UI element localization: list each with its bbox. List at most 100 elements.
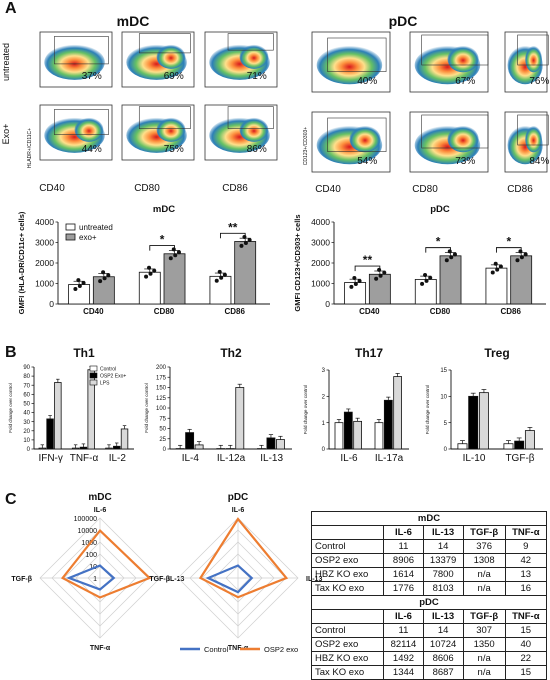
table-cell: n/a	[463, 568, 505, 582]
data-point	[242, 235, 246, 239]
table-row-label: Tax KO exo	[312, 666, 384, 680]
gate-percent: 67%	[455, 76, 475, 87]
x-tick-label: CD86	[500, 307, 521, 316]
x-tick-label: CD86	[224, 307, 245, 316]
table-col-il13: IL-13	[423, 610, 463, 624]
legend-label: Control	[100, 367, 116, 373]
chart-title: Th2	[220, 346, 242, 360]
data-point	[428, 276, 432, 280]
data-point	[82, 281, 86, 285]
y-tick-label: 2	[322, 394, 326, 400]
y-tick-label: 3000	[311, 237, 330, 247]
table-cell: n/a	[463, 582, 505, 596]
table-cell: 13379	[423, 554, 463, 568]
data-point	[219, 276, 223, 280]
x-tick-label: CD80	[154, 307, 175, 316]
legend-label: LPS	[100, 381, 110, 387]
y-tick-label: 40	[23, 411, 30, 417]
table-col-il6: IL-6	[384, 610, 423, 624]
x-tick-label: TGF-β	[505, 453, 534, 464]
y-tick-label: 50	[159, 427, 166, 433]
gate-percent: 44%	[82, 144, 102, 155]
table-row-label: HBZ KO exo	[312, 652, 384, 666]
table-pdc-title: pDC	[312, 596, 547, 610]
mdc-yaxis-label: HLADR+/CD11C+	[27, 128, 33, 168]
table-cell: 10724	[423, 638, 463, 652]
bar	[515, 441, 524, 449]
table-cell: 40	[505, 638, 546, 652]
gate-percent: 37%	[82, 71, 102, 82]
y-tick-label: 2000	[35, 258, 54, 268]
legend-swatch	[66, 234, 75, 240]
y-tick-label: 0	[322, 447, 326, 453]
radar-title: mDC	[88, 492, 111, 503]
y-tick-label: 125	[156, 396, 167, 402]
gate-percent: 84%	[529, 156, 549, 167]
bar	[479, 393, 488, 449]
table-cell: 307	[463, 624, 505, 638]
radar-axis-label: IL-6	[232, 507, 245, 514]
pdc-xlabel-cd80: CD80	[412, 184, 438, 195]
table-col-blank	[312, 610, 384, 624]
table-cell: 7800	[423, 568, 463, 582]
row-label-untreated: untreated	[1, 43, 11, 81]
data-point	[101, 270, 105, 274]
bar	[210, 276, 231, 304]
bar	[106, 448, 113, 449]
bar	[47, 419, 54, 449]
bar	[384, 400, 392, 449]
density-cloud	[157, 118, 186, 142]
significance-stars: **	[228, 220, 238, 234]
flow-density-plot: 37%	[40, 32, 112, 87]
data-point	[449, 255, 453, 259]
data-point	[248, 238, 252, 242]
bar	[369, 274, 390, 304]
y-tick-label: 175	[156, 375, 167, 381]
flow-pdc-title: pDC	[389, 13, 418, 29]
data-point	[218, 270, 222, 274]
y-axis-label: Fold change over control	[425, 385, 430, 435]
table-cell: 11	[384, 540, 423, 554]
data-point	[420, 282, 424, 286]
data-point	[494, 262, 498, 266]
table-cell: n/a	[463, 666, 505, 680]
y-tick-label: 1000	[35, 278, 54, 288]
y-tick-label: 25	[159, 437, 166, 443]
table-cell: 1614	[384, 568, 423, 582]
y-tick-label: 0	[49, 299, 54, 309]
data-point	[453, 252, 457, 256]
density-cloud	[447, 46, 478, 72]
table-cell: 13	[505, 568, 546, 582]
significance-stars: *	[506, 235, 511, 249]
bar	[267, 438, 275, 449]
legend-swatch	[90, 380, 97, 385]
y-tick-label: 50	[23, 402, 30, 408]
flow-mdc-title: mDC	[117, 13, 150, 29]
y-tick-label: 30	[23, 420, 30, 426]
radar-ring-label: 10000	[78, 528, 98, 535]
y-tick-label: 80	[23, 374, 30, 380]
flow-density-plot: 73%	[410, 112, 488, 172]
data-point	[499, 265, 503, 269]
y-tick-label: 1000	[311, 278, 330, 288]
radar-ring-label: 100	[85, 552, 97, 559]
radar-axis-label: TNF-α	[90, 645, 111, 652]
data-point	[144, 275, 148, 279]
density-cloud	[240, 118, 269, 142]
bar	[511, 256, 532, 304]
table-col-blank	[312, 526, 384, 540]
table-cell: 8906	[384, 554, 423, 568]
bar	[39, 448, 46, 449]
bar	[80, 447, 87, 449]
y-tick-label: 0	[444, 447, 448, 453]
data-point	[495, 268, 499, 272]
data-point	[374, 277, 378, 281]
table-cell: 15	[505, 624, 546, 638]
